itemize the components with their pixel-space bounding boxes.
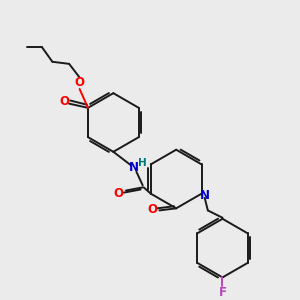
Text: O: O [147,203,157,216]
Text: N: N [200,189,210,202]
Text: O: O [114,187,124,200]
Text: O: O [59,95,69,108]
Text: O: O [75,76,85,89]
Text: F: F [218,286,226,298]
Text: N: N [129,161,139,174]
Text: H: H [138,158,147,168]
